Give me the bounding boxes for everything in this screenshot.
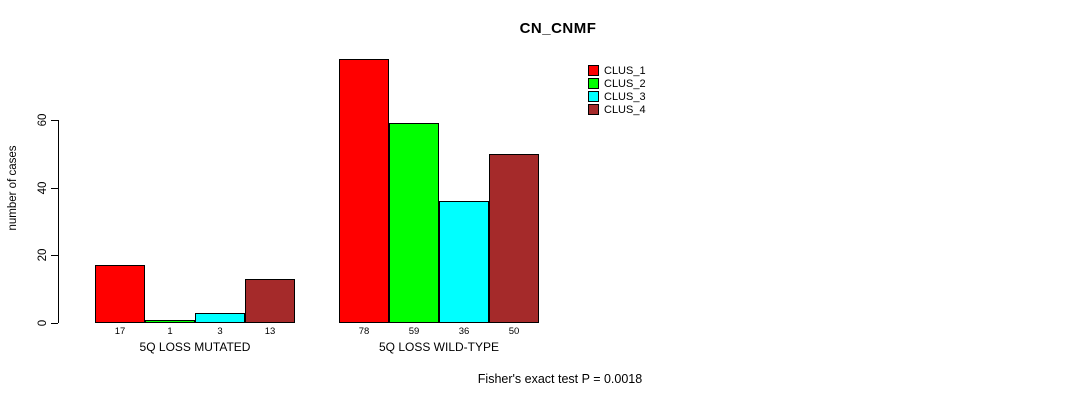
bar-value-label: 3 [217,326,223,337]
legend-label: CLUS_1 [604,64,646,77]
bar-clus_2-group2 [389,123,439,323]
bar-clus_3-group2 [439,201,489,323]
y-tick-mark [51,188,58,189]
bar-clus_4-group1 [245,279,295,323]
y-tick-mark [51,120,58,121]
legend: CLUS_1 CLUS_2 CLUS_3 CLUS_4 [588,64,646,116]
legend-swatch-icon [588,91,599,102]
bar-value-label: 17 [114,326,126,337]
legend-swatch-icon [588,65,599,76]
legend-row-clus_4: CLUS_4 [588,103,646,116]
bar-clus_3-group1 [195,313,245,323]
bar-clus_4-group2 [489,154,539,323]
legend-label: CLUS_3 [604,90,646,103]
y-tick-mark [51,255,58,256]
y-tick-label: 0 [37,319,49,327]
bar-value-label: 1 [167,326,173,337]
legend-row-clus_3: CLUS_3 [588,90,646,103]
bar-value-label: 36 [458,326,470,337]
legend-label: CLUS_4 [604,103,646,116]
category-label-group1: 5Q LOSS MUTATED [139,340,251,354]
legend-swatch-icon [588,104,599,115]
legend-row-clus_2: CLUS_2 [588,77,646,90]
y-tick-label: 60 [37,113,49,127]
y-tick-label: 40 [37,181,49,195]
y-tick-label: 20 [37,248,49,262]
bar-clus_1-group2 [339,59,389,323]
bar-value-label: 13 [264,326,276,337]
bar-clus_1-group1 [95,265,145,323]
y-tick-mark [51,323,58,324]
y-axis-title: number of cases [7,145,19,231]
legend-label: CLUS_2 [604,77,646,90]
bar-value-label: 50 [508,326,520,337]
chart-title: CN_CNMF [519,20,597,37]
bar-value-label: 78 [358,326,370,337]
annotation-text: Fisher's exact test P = 0.0018 [477,372,643,386]
bar-value-label: 59 [408,326,420,337]
bar-clus_2-group1 [145,320,195,323]
legend-swatch-icon [588,78,599,89]
y-axis-line [58,120,59,323]
category-label-group2: 5Q LOSS WILD-TYPE [378,340,500,354]
legend-row-clus_1: CLUS_1 [588,64,646,77]
